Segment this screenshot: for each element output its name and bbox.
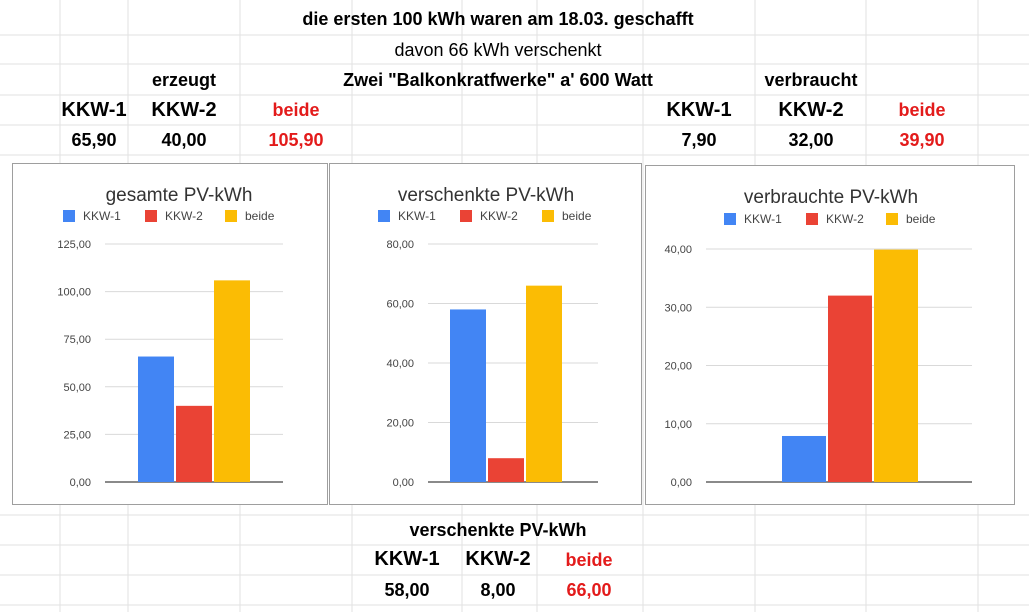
legend-label-kkw-1: KKW-1: [398, 209, 436, 223]
legend-swatch-kkw-1: [724, 213, 736, 225]
y-tick-label: 60,00: [386, 299, 414, 311]
left-value-kkw1: 65,90: [71, 130, 117, 150]
bottom-title: verschenkte PV-kWh: [409, 520, 587, 540]
chart-title: verbrauchte PV-kWh: [744, 187, 918, 208]
y-tick-label: 0,00: [70, 477, 91, 489]
erzeugt-label: erzeugt: [151, 70, 217, 90]
legend-swatch-kkw-2: [460, 210, 472, 222]
legend-label-kkw-1: KKW-1: [83, 209, 121, 223]
bar-beide: [214, 280, 250, 482]
bar-beide: [526, 285, 562, 482]
chart-verschenkte-pv-kwh[interactable]: verschenkte PV-kWh KKW-1 KKW-2 beide 0,00 20,…: [329, 163, 642, 505]
left-value-beide: 105,90: [268, 130, 324, 150]
chart-svg: verschenkte PV-kWh KKW-1 KKW-2 beide 0,00 20,…: [378, 185, 598, 489]
bar-kkw-1: [450, 309, 486, 482]
legend-swatch-kkw-1: [63, 210, 75, 222]
right-header-beide: beide: [898, 100, 946, 120]
right-header-kkw1: KKW-1: [666, 99, 732, 121]
bottom-value-kkw1: 58,00: [384, 580, 430, 600]
y-tick-label: 100,00: [57, 287, 91, 299]
right-value-kkw1: 7,90: [681, 130, 717, 150]
y-tick-label: 30,00: [664, 302, 692, 314]
balkonkraftwerke-label: Zwei "Balkonkratfwerke" a' 600 Watt: [343, 70, 653, 90]
y-tick-label: 10,00: [664, 419, 692, 431]
bar-beide: [874, 249, 918, 482]
verbraucht-label: verbraucht: [764, 70, 858, 90]
right-header-kkw2: KKW-2: [778, 99, 844, 121]
legend-label-kkw-2: KKW-2: [826, 212, 864, 226]
bar-kkw-2: [828, 295, 872, 482]
left-header-beide: beide: [272, 100, 320, 120]
chart-verbrauchte-pv-kwh[interactable]: verbrauchte PV-kWh KKW-1 KKW-2 beide 0,00 10,…: [645, 165, 1015, 505]
bottom-header-beide: beide: [565, 550, 613, 570]
left-header-kkw2: KKW-2: [151, 99, 217, 121]
y-tick-label: 40,00: [386, 358, 414, 370]
legend-swatch-beide: [542, 210, 554, 222]
legend-swatch-kkw-1: [378, 210, 390, 222]
y-tick-label: 0,00: [671, 477, 692, 489]
left-header-kkw1: KKW-1: [61, 99, 127, 121]
bottom-value-kkw2: 8,00: [480, 580, 516, 600]
chart-gesamte-pv-kwh[interactable]: gesamte PV-kWh KKW-1 KKW-2 beide 0,00 25,00 50…: [12, 163, 328, 505]
bottom-header-kkw2: KKW-2: [465, 548, 531, 570]
legend-label-beide: beide: [245, 209, 275, 223]
legend-label-kkw-1: KKW-1: [744, 212, 782, 226]
left-value-kkw2: 40,00: [161, 130, 207, 150]
bar-kkw-2: [176, 405, 212, 482]
sheet-subtitle: davon 66 kWh verschenkt: [394, 40, 602, 60]
legend-swatch-beide: [225, 210, 237, 222]
y-tick-label: 0,00: [393, 477, 414, 489]
legend-label-kkw-2: KKW-2: [480, 209, 518, 223]
chart-title: verschenkte PV-kWh: [398, 185, 574, 206]
legend-swatch-kkw-2: [145, 210, 157, 222]
y-tick-label: 25,00: [63, 429, 91, 441]
y-tick-label: 40,00: [664, 244, 692, 256]
y-tick-label: 50,00: [63, 382, 91, 394]
y-tick-label: 20,00: [664, 361, 692, 373]
chart-svg: verbrauchte PV-kWh KKW-1 KKW-2 beide 0,00 10,…: [664, 187, 972, 489]
bottom-value-beide: 66,00: [566, 580, 612, 600]
legend-label-kkw-2: KKW-2: [165, 209, 203, 223]
bar-kkw-1: [782, 435, 826, 482]
legend-label-beide: beide: [562, 209, 592, 223]
bar-kkw-1: [138, 356, 174, 482]
y-tick-label: 20,00: [386, 418, 414, 430]
bottom-header-kkw1: KKW-1: [374, 548, 440, 570]
legend-swatch-beide: [886, 213, 898, 225]
chart-title: gesamte PV-kWh: [106, 185, 253, 206]
y-tick-label: 125,00: [57, 239, 91, 251]
bar-kkw-2: [488, 458, 524, 482]
legend-label-beide: beide: [906, 212, 936, 226]
y-tick-label: 75,00: [63, 334, 91, 346]
right-value-kkw2: 32,00: [788, 130, 834, 150]
chart-svg: gesamte PV-kWh KKW-1 KKW-2 beide 0,00 25,00 50…: [57, 185, 283, 489]
right-value-beide: 39,90: [899, 130, 945, 150]
sheet-title: die ersten 100 kWh waren am 18.03. gesch…: [302, 9, 694, 29]
legend-swatch-kkw-2: [806, 213, 818, 225]
y-tick-label: 80,00: [386, 239, 414, 251]
